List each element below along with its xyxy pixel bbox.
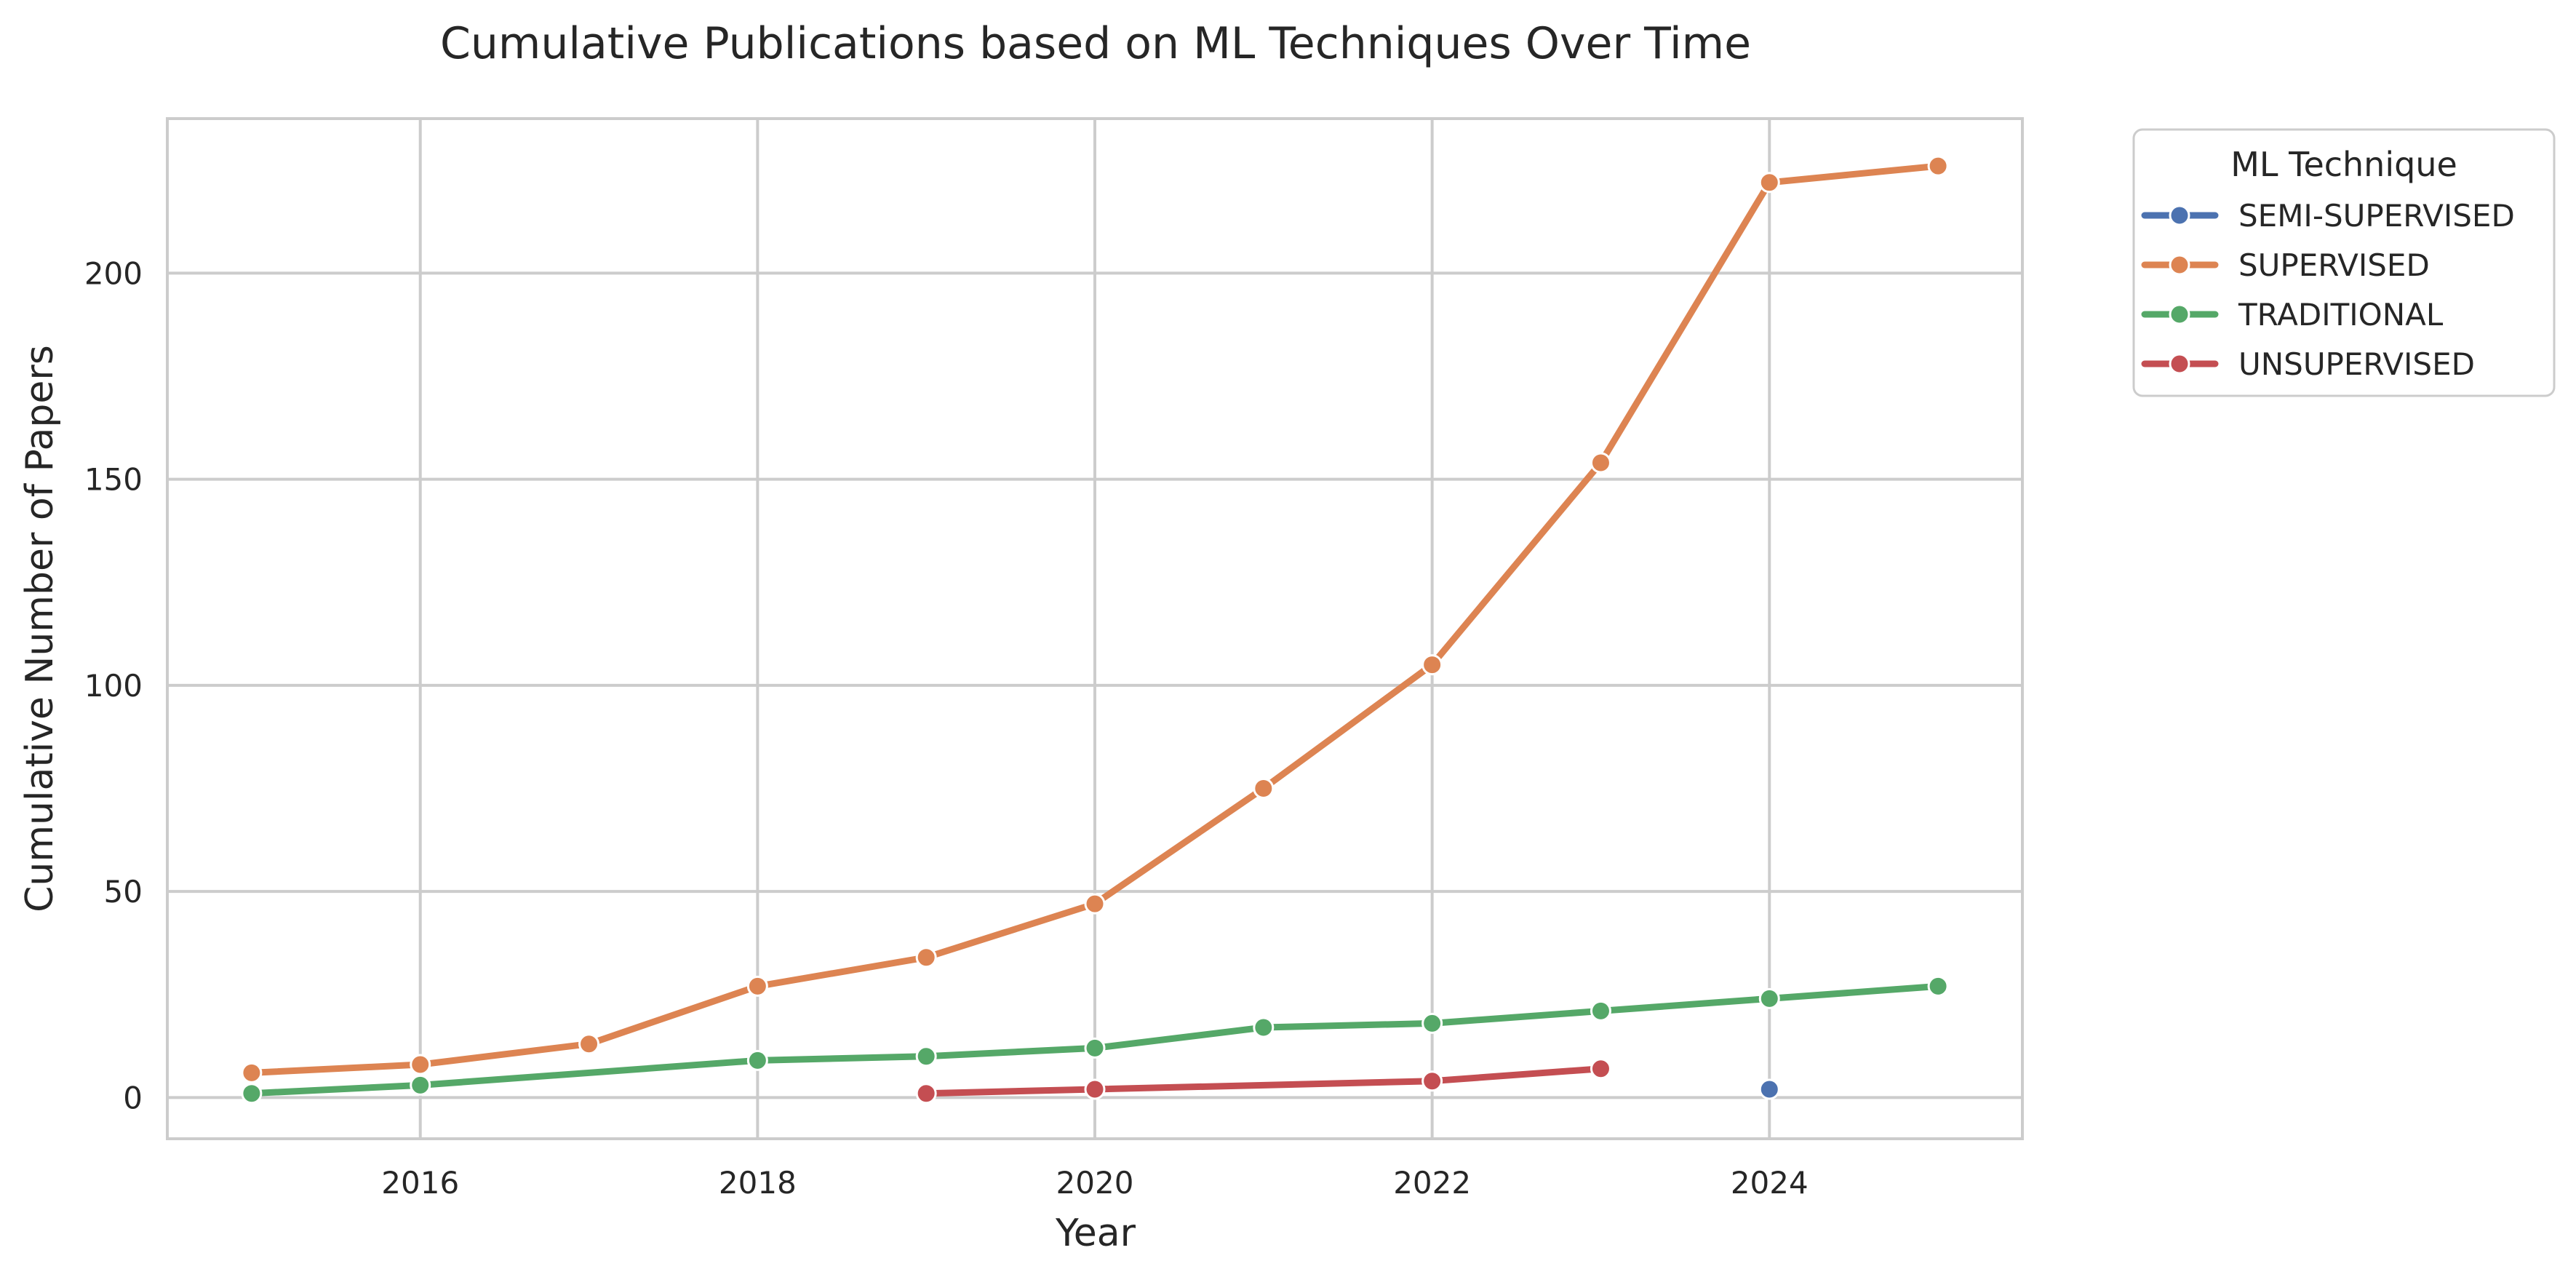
data-point-traditional bbox=[1253, 1017, 1275, 1038]
y-tick-label: 200 bbox=[84, 255, 143, 291]
data-point-traditional bbox=[746, 1049, 768, 1071]
data-point-unsupervised bbox=[915, 1083, 937, 1105]
x-tick-label: 2020 bbox=[1056, 1165, 1134, 1201]
data-point-unsupervised bbox=[1590, 1058, 1611, 1080]
legend-title: ML Technique bbox=[2230, 145, 2457, 184]
data-point-traditional bbox=[915, 1046, 937, 1067]
legend-item: SEMI-SUPERVISED bbox=[2141, 198, 2515, 234]
data-point-unsupervised bbox=[1084, 1078, 1106, 1100]
plot-data bbox=[241, 155, 1949, 1105]
data-point-supervised bbox=[1758, 172, 1780, 194]
data-point-supervised bbox=[241, 1062, 263, 1083]
data-point-supervised bbox=[1927, 155, 1949, 177]
data-point-semi-supervised bbox=[1758, 1078, 1780, 1100]
x-tick-label: 2022 bbox=[1393, 1165, 1471, 1201]
chart-title: Cumulative Publications based on ML Tech… bbox=[440, 18, 1751, 69]
legend-item: SUPERVISED bbox=[2141, 247, 2430, 283]
data-point-traditional bbox=[1927, 975, 1949, 997]
data-point-traditional bbox=[241, 1083, 263, 1105]
plot-frame bbox=[166, 117, 2024, 1140]
data-point-traditional bbox=[1758, 987, 1780, 1009]
legend-marker bbox=[2169, 353, 2190, 375]
data-point-supervised bbox=[1253, 778, 1275, 800]
series-traditional bbox=[241, 975, 1949, 1105]
data-point-supervised bbox=[410, 1054, 431, 1075]
legend-item: UNSUPERVISED bbox=[2141, 346, 2475, 382]
series-semi-supervised bbox=[1758, 1078, 1780, 1100]
x-tick-label: 2016 bbox=[381, 1165, 459, 1201]
legend-marker bbox=[2169, 204, 2190, 226]
legend-marker bbox=[2169, 303, 2190, 325]
y-tick-label: 50 bbox=[104, 874, 143, 910]
data-point-traditional bbox=[1590, 1000, 1611, 1022]
series-unsupervised bbox=[915, 1058, 1611, 1105]
data-point-traditional bbox=[1421, 1012, 1443, 1034]
x-tick-label: 2018 bbox=[719, 1165, 797, 1201]
data-point-unsupervised bbox=[1421, 1070, 1443, 1092]
legend-label: UNSUPERVISED bbox=[2238, 346, 2475, 382]
series-line-unsupervised bbox=[922, 1065, 1604, 1097]
x-axis-label: Year bbox=[1055, 1212, 1136, 1255]
legend-label: TRADITIONAL bbox=[2238, 297, 2444, 333]
legend-label: SEMI-SUPERVISED bbox=[2238, 198, 2515, 234]
legend-label: SUPERVISED bbox=[2238, 247, 2430, 283]
axis-ticks: 2016 2018 2020 2022 2024 0 50 100 150 200 bbox=[84, 255, 1809, 1201]
data-point-supervised bbox=[1084, 893, 1106, 915]
legend-marker bbox=[2169, 254, 2190, 276]
data-point-traditional bbox=[1084, 1037, 1106, 1059]
data-point-supervised bbox=[578, 1033, 600, 1055]
data-point-supervised bbox=[746, 975, 768, 997]
y-axis-label: Cumulative Number of Papers bbox=[18, 345, 62, 912]
legend-box bbox=[2132, 128, 2556, 397]
legend-item: TRADITIONAL bbox=[2141, 297, 2444, 333]
data-point-supervised bbox=[915, 947, 937, 968]
series-line-traditional bbox=[248, 982, 1942, 1097]
legend-items: SEMI-SUPERVISED SUPERVISED TRADITIONAL UNSU… bbox=[2141, 198, 2515, 382]
data-point-supervised bbox=[1421, 654, 1443, 676]
series-supervised bbox=[241, 155, 1949, 1083]
legend: ML Technique SEMI-SUPERVISED SUPERVISED TR… bbox=[2132, 128, 2556, 397]
data-point-traditional bbox=[410, 1074, 431, 1096]
data-point-supervised bbox=[1590, 452, 1611, 474]
y-tick-label: 100 bbox=[84, 668, 143, 704]
y-tick-label: 0 bbox=[123, 1080, 143, 1115]
y-tick-label: 150 bbox=[84, 462, 143, 498]
x-tick-label: 2024 bbox=[1731, 1165, 1809, 1201]
